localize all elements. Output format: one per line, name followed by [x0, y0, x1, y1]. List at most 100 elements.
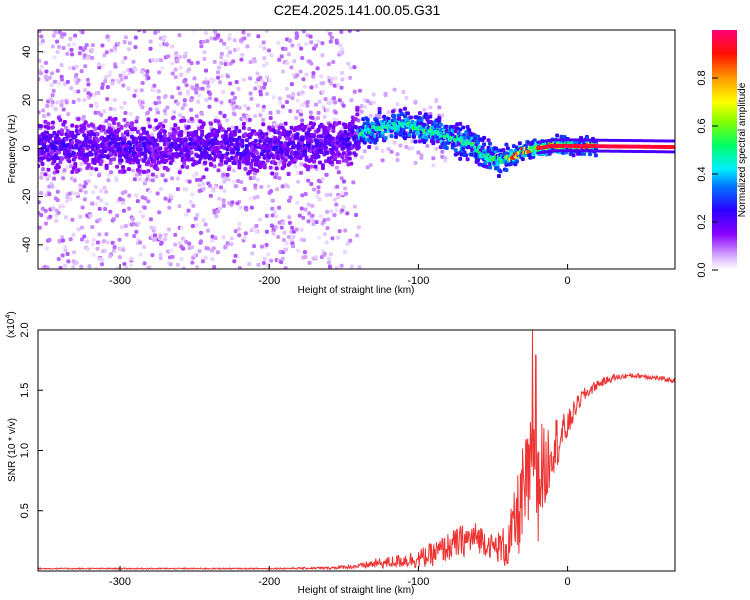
- spectrogram-cell: [112, 157, 117, 162]
- spectrogram-cell: [97, 206, 102, 211]
- spectrogram-cell: [294, 116, 299, 121]
- spectrogram-cell: [315, 193, 320, 198]
- spectrogram-cell: [347, 151, 352, 156]
- spectrogram-cell: [163, 232, 168, 237]
- spectrogram-cell: [434, 99, 439, 104]
- spectrogram-cell: [177, 241, 182, 246]
- spectrogram-cell: [60, 253, 65, 258]
- spectrogram-cell: [195, 60, 200, 65]
- spectrogram-cell: [219, 158, 224, 163]
- spectrogram-cell: [195, 178, 200, 183]
- spectrogram-cell: [262, 46, 267, 51]
- spectrogram-cell: [179, 133, 184, 138]
- spectrogram-cell: [179, 72, 184, 77]
- spectrogram-cell: [326, 256, 331, 261]
- spectrogram-cell: [55, 49, 60, 54]
- spectrogram-cell: [280, 184, 285, 189]
- spectrogram-cell: [269, 189, 274, 194]
- spectrogram-cell: [337, 160, 342, 165]
- spectrogram-cell: [93, 110, 98, 115]
- spectrogram-cell: [233, 253, 238, 258]
- spectrogram-cell: [208, 183, 213, 188]
- spectrogram-cell: [93, 184, 98, 189]
- spectrogram-cell: [295, 200, 300, 205]
- spectrogram-cell: [359, 155, 364, 160]
- spectrogram-cell: [352, 89, 357, 94]
- spectrogram-cell: [357, 265, 362, 269]
- spectrogram-cell: [194, 171, 199, 176]
- spectrogram-cell: [160, 173, 165, 178]
- spectrogram-cell: [434, 146, 439, 151]
- spectrogram-cell: [130, 168, 135, 173]
- spectrogram-cell: [140, 105, 145, 110]
- spectrogram-cell: [164, 146, 169, 151]
- spectrogram-cell: [138, 147, 143, 152]
- spectrogram-cell: [47, 75, 52, 80]
- spectrogram-cell: [116, 41, 121, 46]
- spectrogram-cell: [133, 45, 138, 50]
- spectrogram-cell: [401, 89, 406, 94]
- spectrogram-cell: [180, 236, 185, 241]
- spectrogram-cell: [347, 142, 352, 147]
- spectrogram-cell: [203, 222, 208, 227]
- spectrogram-cell: [121, 70, 126, 75]
- spectrogram-cell: [230, 125, 235, 130]
- spectrogram-cell: [327, 264, 332, 269]
- spectrogram-cell: [119, 105, 124, 110]
- spectrogram-cell: [103, 207, 108, 212]
- spectrogram-cell: [50, 71, 55, 76]
- spectrogram-cell: [107, 73, 112, 78]
- spectrogram-cell: [265, 158, 270, 163]
- spectrogram-cell: [156, 95, 161, 100]
- spectrogram-cell: [326, 260, 331, 265]
- spectrogram-cell: [339, 263, 344, 268]
- spectrogram-cell: [338, 43, 343, 48]
- spectrogram-cell: [357, 88, 362, 93]
- spectrogram-cell: [38, 110, 41, 115]
- spectrogram-cell: [225, 45, 230, 50]
- spectrogram-cell: [310, 213, 315, 218]
- spectrogram-cell: [283, 46, 288, 51]
- spectrogram-cell: [305, 100, 310, 105]
- spectrogram-cell: [231, 59, 236, 64]
- spectrogram-cell: [100, 257, 105, 262]
- spectrogram-cell: [273, 175, 278, 180]
- spectrogram-cell: [49, 133, 54, 138]
- spectrogram-cell: [354, 213, 359, 218]
- spectrogram-cell: [85, 239, 90, 244]
- spectrogram-cell: [368, 163, 373, 168]
- spectrogram-cell: [284, 241, 289, 246]
- spectrogram-cell: [408, 115, 413, 120]
- spectrogram-cell: [44, 69, 49, 74]
- spectrogram-cell: [289, 82, 294, 87]
- spectrogram-cell: [56, 150, 61, 155]
- spectrogram-cell: [461, 125, 466, 130]
- spectrogram-cell: [177, 113, 182, 118]
- spectrogram-cell: [283, 158, 288, 163]
- spectrogram-cell: [280, 104, 285, 109]
- spectrogram-cell: [58, 265, 63, 269]
- spectrogram-cell: [94, 104, 99, 109]
- spectrogram-cell: [108, 209, 113, 214]
- spectrogram-cell: [40, 206, 45, 211]
- spectrogram-cell: [332, 96, 337, 101]
- spectrogram-cell: [88, 92, 93, 97]
- spectrogram-cell: [310, 125, 315, 130]
- spectrogram-cell: [129, 263, 134, 268]
- spectrogram-cell: [74, 72, 79, 77]
- spectrogram-cell: [94, 202, 99, 207]
- spectrogram-cell: [70, 123, 75, 128]
- spectrogram-cell: [316, 154, 321, 159]
- spectrogram-cell: [242, 36, 247, 41]
- spectrogram-cell: [66, 43, 71, 48]
- spectrogram-cell: [172, 110, 177, 115]
- spectrogram-cell: [262, 63, 267, 68]
- spectrogram-cell: [53, 30, 58, 35]
- spectrogram-cell: [311, 74, 316, 79]
- spectrogram-cell: [225, 172, 230, 177]
- spectrogram-cell: [165, 105, 170, 110]
- spectrogram-cell: [180, 106, 185, 111]
- spectrogram-cell: [237, 105, 242, 110]
- spectrogram-cell: [290, 96, 295, 101]
